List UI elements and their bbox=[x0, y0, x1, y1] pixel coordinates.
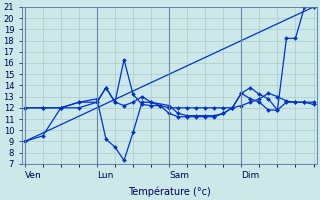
X-axis label: Température (°c): Température (°c) bbox=[128, 186, 211, 197]
